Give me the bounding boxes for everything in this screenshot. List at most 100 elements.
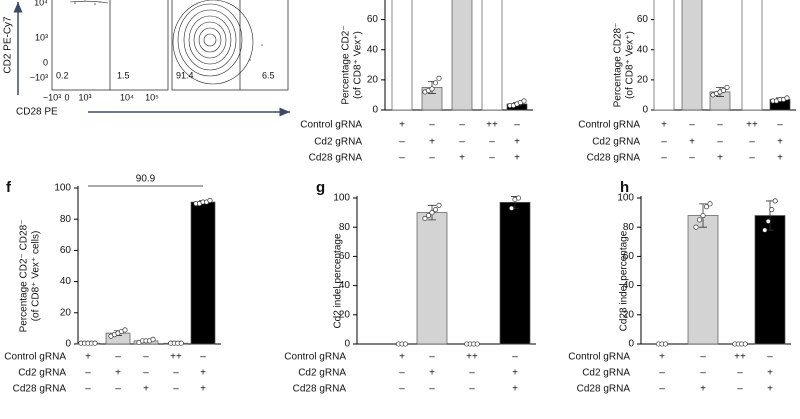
condition-mark: ++: [734, 352, 746, 363]
data-point: [700, 212, 706, 219]
data-point: [432, 80, 439, 86]
condition-label: Cd28 gRNA: [13, 384, 67, 395]
condition-mark: +: [777, 137, 783, 148]
condition-label: Control gRNA: [284, 352, 346, 363]
bar: [451, 0, 473, 111]
condition-mark: –: [749, 137, 755, 148]
data-point: [521, 98, 527, 104]
condition-mark: +: [717, 153, 723, 164]
y-tick-label: 0: [628, 339, 634, 350]
bar: [653, 0, 675, 111]
quadrant-value: 1.5: [117, 70, 130, 80]
condition-mark: +: [200, 384, 206, 395]
data-point: [436, 202, 442, 208]
condition-mark: –: [514, 120, 520, 131]
y-tick-label: 100: [54, 183, 71, 194]
y-tick-label: 80: [60, 214, 72, 225]
quadrant-value: 6.5: [262, 70, 275, 80]
data-point: [720, 87, 727, 93]
condition-mark: –: [512, 352, 518, 363]
condition-mark: –: [661, 153, 667, 164]
y-tick-label: 40: [623, 280, 635, 291]
condition-label: Cd2 gRNA: [298, 368, 346, 379]
panel: 0 20 40 60 Percentage CD28⁻ (of CD8⁺ Vex⁺) Con…: [578, 0, 796, 164]
data-point: [762, 227, 768, 233]
condition-mark: +: [143, 384, 149, 395]
condition-mark: –: [173, 384, 179, 395]
condition-mark: +: [429, 368, 435, 379]
flow-y-label: CD2 PE-Cy7: [3, 16, 14, 74]
condition-mark: –: [659, 384, 665, 395]
condition-mark: ++: [466, 352, 478, 363]
y-tick-label: 20: [637, 75, 649, 86]
flow-y-tick: 10⁴: [34, 0, 48, 7]
y-axis-label: Percentage CD2⁻: [341, 25, 352, 104]
y-tick-label: 60: [339, 251, 351, 262]
bar: [499, 202, 531, 345]
condition-mark: ++: [486, 120, 498, 131]
condition-mark: –: [143, 352, 149, 363]
condition-mark: –: [689, 153, 695, 164]
flow-x-tick: 10⁵: [145, 92, 159, 102]
data-point: [150, 336, 156, 342]
y-tick-label: 20: [367, 75, 379, 86]
bar: [754, 215, 786, 345]
quadrant-value: 91.4: [176, 70, 194, 80]
condition-mark: +: [767, 384, 773, 395]
data-point: [432, 207, 439, 213]
bar: [416, 212, 448, 345]
condition-mark: –: [659, 368, 665, 379]
y-tick-label: 40: [637, 44, 649, 55]
condition-mark: –: [143, 368, 149, 379]
data-point: [436, 75, 442, 81]
data-point: [662, 341, 669, 347]
data-point: [515, 195, 522, 201]
flow-x-tick: 10⁴: [120, 92, 134, 102]
condition-mark: –: [489, 153, 495, 164]
bar: [481, 0, 503, 111]
y-tick-label: 0: [372, 105, 378, 116]
bar: [681, 0, 703, 111]
y-tick-label: 0: [344, 339, 350, 350]
y-tick-label: 60: [60, 245, 72, 256]
y-axis-label: Percentage CD28⁻: [613, 23, 624, 108]
condition-mark: ++: [170, 352, 182, 363]
flow-plot: [13, 0, 290, 117]
bar: [741, 0, 763, 111]
condition-mark: –: [429, 120, 435, 131]
data-point: [707, 201, 713, 207]
data-point: [703, 204, 710, 210]
condition-mark: –: [767, 352, 773, 363]
condition-label: Cd2 gRNA: [582, 368, 630, 379]
condition-mark: –: [489, 137, 495, 148]
condition-mark: –: [85, 384, 91, 395]
condition-mark: +: [512, 384, 518, 395]
bar: [190, 201, 216, 345]
data-point: [742, 341, 748, 347]
flow-x-label: CD28 PE: [16, 107, 58, 118]
y-tick-label: 0: [65, 339, 71, 350]
data-point: [474, 341, 480, 347]
y-tick-label: 20: [60, 307, 72, 318]
y-tick-label: 60: [637, 14, 649, 25]
condition-mark: +: [399, 120, 405, 131]
condition-mark: –: [469, 384, 475, 395]
panel-letter: f: [6, 179, 12, 196]
data-point: [422, 215, 428, 221]
condition-mark: –: [469, 368, 475, 379]
data-point: [402, 341, 409, 347]
condition-mark: –: [661, 137, 667, 148]
condition-mark: –: [737, 384, 743, 395]
condition-label: Control gRNA: [300, 120, 362, 131]
y-tick-label: 60: [623, 251, 635, 262]
condition-mark: –: [700, 352, 706, 363]
bar: [687, 215, 719, 345]
condition-mark: –: [200, 352, 206, 363]
condition-mark: +: [514, 137, 520, 148]
condition-label: Control gRNA: [568, 352, 630, 363]
data-point: [207, 197, 213, 204]
condition-mark: –: [115, 352, 121, 363]
y-tick-label: 40: [60, 276, 72, 287]
data-point: [429, 86, 435, 92]
data-point: [696, 217, 703, 223]
